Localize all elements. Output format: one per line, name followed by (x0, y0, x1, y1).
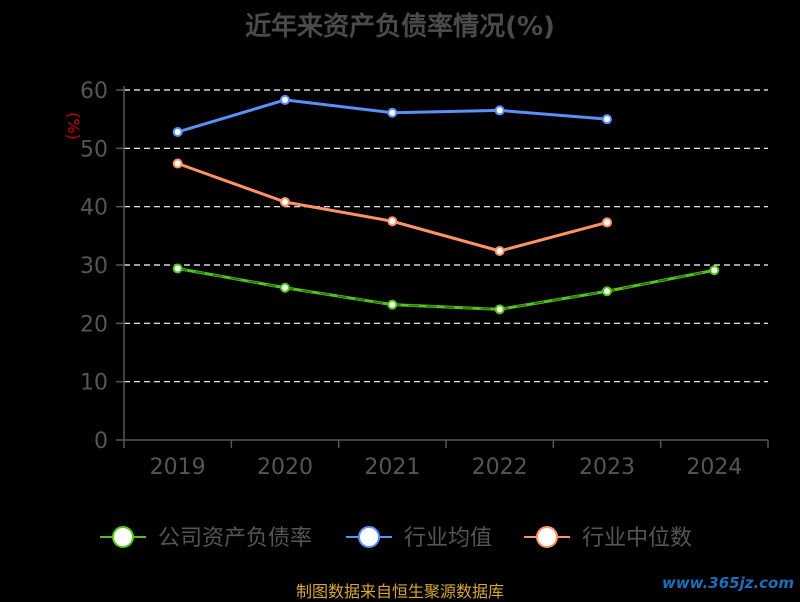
y-tick-label: 30 (80, 254, 108, 279)
y-tick-label: 10 (80, 371, 108, 396)
y-tick-label: 20 (80, 312, 108, 337)
data-point (387, 107, 398, 118)
x-tick-label: 2020 (257, 455, 313, 480)
series-line (177, 267, 715, 311)
legend-label: 公司资产负债率 (158, 526, 312, 551)
data-point (172, 263, 183, 274)
series-dash-overlay (177, 267, 715, 311)
data-point (280, 94, 290, 105)
data-point (602, 114, 612, 125)
data-point (387, 299, 398, 310)
data-point (280, 197, 290, 207)
data-point (709, 265, 720, 276)
x-tick-label: 2024 (686, 455, 742, 480)
y-tick-label: 40 (80, 196, 108, 221)
watermark-logo: www.365jz.com (661, 574, 794, 592)
series-line (177, 162, 608, 253)
data-point (602, 286, 612, 297)
x-tick-label: 2021 (364, 455, 420, 480)
data-point (387, 216, 398, 227)
data-point (494, 246, 505, 256)
y-tick-label: 0 (94, 429, 108, 454)
legend-label: 行业均值 (404, 526, 492, 551)
data-point (280, 282, 290, 293)
x-tick-label: 2023 (579, 455, 635, 480)
x-tick-label: 2022 (472, 455, 528, 480)
data-point (172, 158, 183, 169)
y-axis-label: (%) (64, 112, 83, 140)
data-point (602, 217, 612, 228)
legend-marker (112, 526, 134, 548)
y-tick-label: 60 (80, 79, 108, 104)
x-tick-label: 2019 (150, 455, 206, 480)
chart-title: 近年来资产负债率情况(%) (245, 12, 555, 42)
data-point (494, 105, 505, 116)
legend-marker (536, 526, 558, 548)
data-point (172, 127, 183, 137)
data-point (494, 304, 505, 315)
y-tick-label: 50 (80, 137, 108, 162)
data-source-note: 制图数据来自恒生聚源数据库 (295, 582, 504, 601)
legend-marker (358, 526, 380, 548)
legend-label: 行业中位数 (582, 526, 692, 551)
